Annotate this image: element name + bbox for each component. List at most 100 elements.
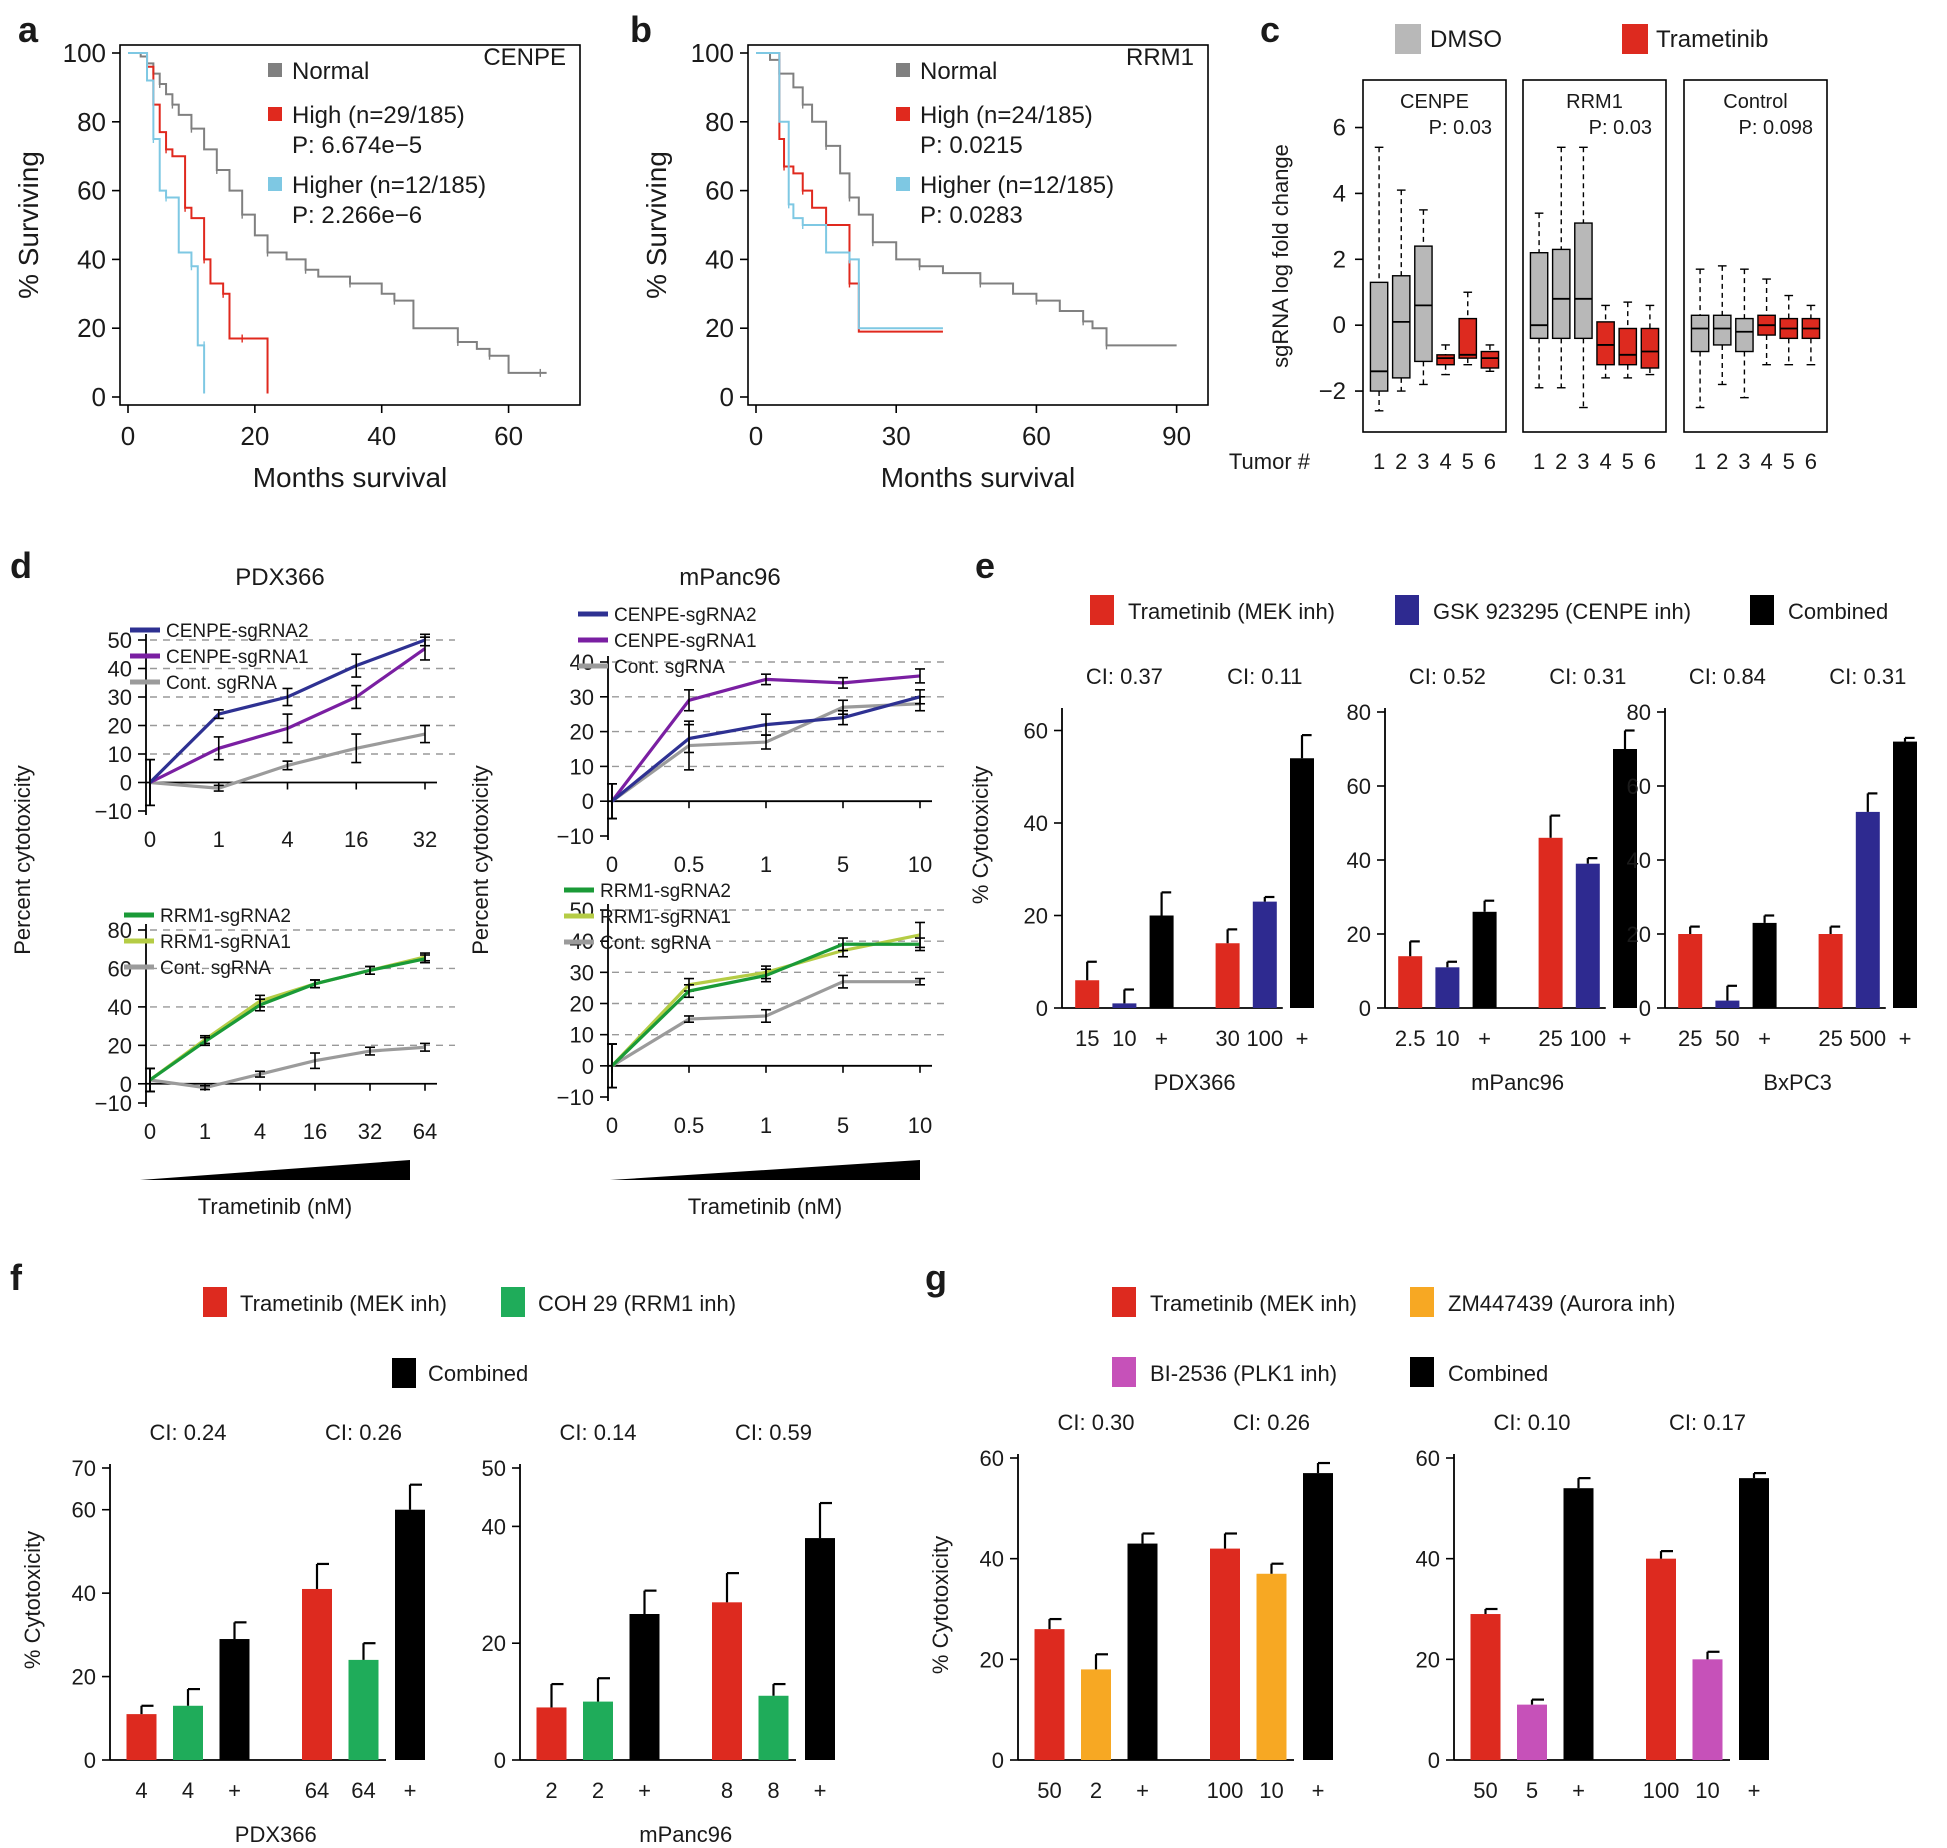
x-tick-label: 0 — [606, 852, 618, 877]
tumor-number: 3 — [1738, 449, 1750, 474]
ci-label: CI: 0.10 — [1493, 1410, 1570, 1435]
group-title: RRM1 — [1566, 91, 1623, 113]
y-tick-label: 0 — [494, 1748, 506, 1773]
y-tick-label: 0 — [120, 771, 132, 796]
bar-100 — [1646, 1558, 1676, 1760]
box-tumor-1 — [1690, 314, 1710, 353]
x-tick-label: 5 — [837, 1113, 849, 1138]
tumor-number: 2 — [1395, 449, 1407, 474]
bar-100 — [1575, 863, 1600, 1008]
y-tick-label: −10 — [557, 1085, 594, 1110]
panel-b: 0 20 40 60 80 100 0 30 60 90 Months survival % Surv… — [641, 38, 1209, 493]
bar-4 — [126, 1714, 157, 1760]
y-tick-label: 20 — [482, 1631, 506, 1656]
plot-frame — [747, 44, 1209, 406]
legend-label: Trametinib (MEK inh) — [1150, 1291, 1357, 1316]
x-tick-label: 64 — [351, 1778, 375, 1803]
y-tick-label: 40 — [1416, 1547, 1440, 1572]
x-tick-label: + — [1478, 1026, 1491, 1051]
legend-swatch — [1410, 1287, 1434, 1317]
y-tick-label: −10 — [95, 799, 132, 824]
x-tick-label: 10 — [1259, 1778, 1283, 1803]
bar-+ — [629, 1614, 660, 1760]
y-tick-label: 60 — [1416, 1446, 1440, 1471]
x-tick-label: 2 — [592, 1778, 604, 1803]
bar-subplot-bxpc3: 0 20 40 60 80 25 50 +25 500 + CI: 0.84 CI: 0.31 BxPC… — [1627, 664, 1917, 1095]
x-tick-label: 1 — [199, 1119, 211, 1144]
x-tick-label: 25 — [1538, 1026, 1562, 1051]
group-frame — [1683, 79, 1828, 433]
y-tick-label: 80 — [1627, 700, 1651, 725]
x-tick-label: 25 — [1818, 1026, 1842, 1051]
x-tick-label: 50 — [1715, 1026, 1739, 1051]
x-tick-label: 25 — [1678, 1026, 1702, 1051]
y-tick-label: 40 — [482, 1514, 506, 1539]
cell-line-label: BxPC3 — [1763, 1070, 1831, 1095]
x-tick-label: 0 — [749, 421, 763, 451]
x-tick-label: + — [814, 1778, 827, 1803]
y-tick-label: 60 — [72, 1498, 96, 1523]
x-tick-label: 20 — [240, 421, 269, 451]
box-tumor-4 — [1436, 354, 1455, 366]
legend-label: Cont. sgRNA — [166, 673, 277, 694]
bar-50 — [1715, 1000, 1740, 1008]
bar-25 — [1818, 934, 1843, 1008]
legend-label: Combined — [428, 1361, 528, 1386]
tumor-number: 4 — [1599, 449, 1611, 474]
box-tumor-5 — [1618, 327, 1638, 366]
x-tick-label: 2.5 — [1395, 1026, 1426, 1051]
legend-label: Combined — [1448, 1361, 1548, 1386]
y-tick-label: 40 — [980, 1547, 1004, 1572]
y-tick-label: 0 — [1428, 1748, 1440, 1773]
box-tumor-2 — [1391, 275, 1411, 379]
x-tick-label: 5 — [837, 852, 849, 877]
tumor-number: 2 — [1716, 449, 1728, 474]
x-tick-label: 1 — [760, 852, 772, 877]
box-tumor-2 — [1551, 248, 1571, 340]
legend-label: ZM447439 (Aurora inh) — [1448, 1291, 1675, 1316]
panel-label-e: e — [975, 545, 995, 586]
y-tick-label: 0 — [582, 789, 594, 814]
y-tick-label: 20 — [108, 714, 132, 739]
y-tick-label: 10 — [570, 754, 594, 779]
x-tick-label: 100 — [1569, 1026, 1606, 1051]
bar-2.5 — [1398, 956, 1423, 1008]
group-pvalue: P: 0.098 — [1738, 117, 1813, 139]
ci-label: CI: 0.37 — [1086, 664, 1163, 689]
x-tick-label: 0 — [606, 1113, 618, 1138]
y-tick-label: 40 — [1627, 848, 1651, 873]
legend-pvalue: P: 0.0215 — [920, 132, 1023, 159]
plot-frame — [119, 44, 581, 406]
y-tick-label: 40 — [705, 244, 734, 274]
y-tick-label: 40 — [1347, 848, 1371, 873]
y-tick-label: 70 — [72, 1456, 96, 1481]
x-tick-label: 64 — [305, 1778, 329, 1803]
y-axis-label: % Cytotoxicity — [20, 1531, 45, 1669]
legend-swatch — [203, 1287, 227, 1317]
bar-2 — [1081, 1669, 1111, 1760]
x-tick-label: 4 — [254, 1119, 266, 1144]
legend-label: CENPE-sgRNA1 — [166, 647, 309, 668]
legend-pvalue: P: 0.0283 — [920, 202, 1023, 229]
legend-swatch-higher — [896, 177, 910, 191]
x-tick-label: 100 — [1207, 1778, 1244, 1803]
x-axis-label: Tumor # — [1229, 449, 1311, 474]
x-tick-label: 1 — [760, 1113, 772, 1138]
y-tick-label: 100 — [691, 38, 734, 68]
x-tick-label: 90 — [1162, 421, 1191, 451]
x-tick-label: 60 — [494, 421, 523, 451]
y-tick-label: 40 — [570, 650, 594, 675]
legend-label: COH 29 (RRM1 inh) — [538, 1291, 736, 1316]
y-tick-label: 0 — [582, 1054, 594, 1079]
box-tumor-1 — [1369, 281, 1389, 392]
x-tick-label: 5 — [1526, 1778, 1538, 1803]
y-tick-label: 80 — [705, 107, 734, 137]
x-tick-label: 0 — [121, 421, 135, 451]
y-tick-label: 60 — [1347, 774, 1371, 799]
x-tick-label: + — [638, 1778, 651, 1803]
y-tick-label: 60 — [1024, 719, 1048, 744]
y-tick-label: 30 — [570, 960, 594, 985]
y-tick-label: 50 — [482, 1456, 506, 1481]
x-tick-label: 1 — [213, 827, 225, 852]
